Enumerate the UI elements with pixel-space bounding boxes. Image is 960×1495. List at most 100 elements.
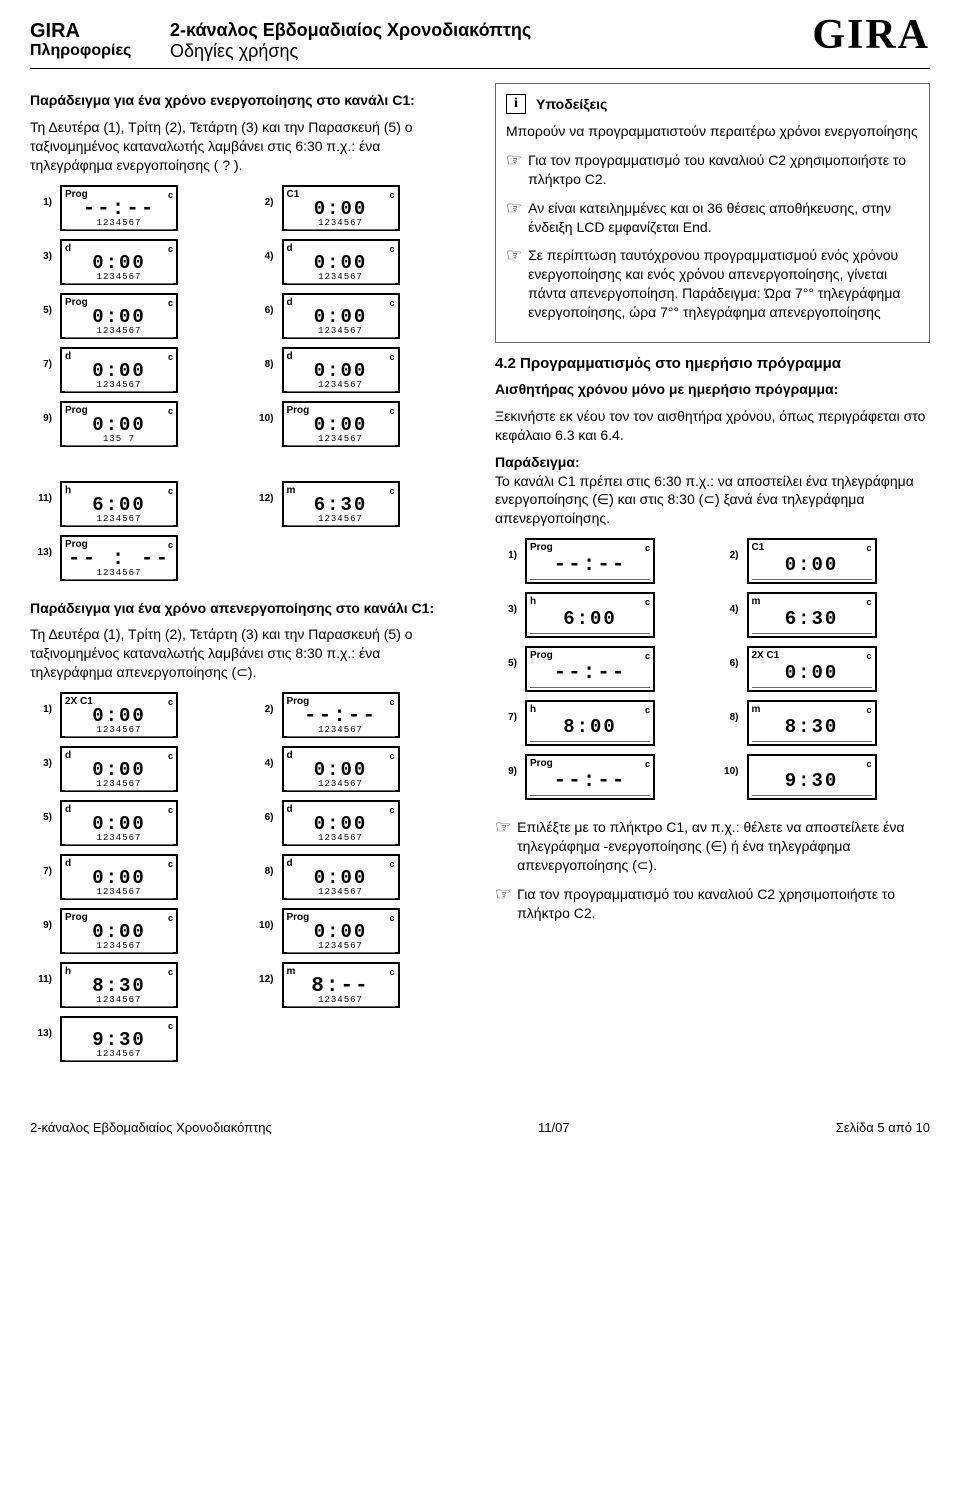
lcd-top-left: h (65, 967, 71, 977)
lcd-index-label: 11) (30, 481, 52, 527)
lcd-top-left: Prog (287, 406, 310, 416)
lcd-index-label: 4) (252, 239, 274, 285)
lcd-days: 1234567 (287, 273, 395, 284)
lcd-time: 0:00 (65, 869, 173, 888)
lcd-top-right: c (866, 759, 871, 769)
lcd-index-label: 5) (495, 646, 517, 692)
lcd-cell: dc0:001234567 (60, 239, 178, 285)
lcd-time: 6:00 (530, 610, 650, 629)
lcd-top-right: c (389, 298, 394, 308)
lcd-top-left: m (287, 486, 296, 496)
lcd-top-right: c (866, 543, 871, 553)
lcd-days: 1234567 (65, 780, 173, 791)
lcd-top-right: c (168, 805, 173, 815)
lcd-days: 1234567 (287, 942, 395, 953)
lcd-index-label: 2) (252, 692, 274, 738)
lcd-time: 0:00 (287, 254, 395, 273)
hand-icon: ☞ (495, 818, 511, 875)
lcd-days (752, 740, 872, 742)
lcd-days: 1234567 (287, 996, 395, 1007)
lcd-cell: dc0:001234567 (60, 347, 178, 393)
lcd-days: 1234567 (65, 327, 173, 338)
lcd-days: 1234567 (65, 834, 173, 845)
lcd-top-right: c (168, 859, 173, 869)
lcd-time: 0:00 (287, 362, 395, 381)
lcd-cell: 2X C1c0:001234567 (60, 692, 178, 738)
lcd-index-label: 1) (30, 185, 52, 231)
lcd-cell: dc0:001234567 (60, 800, 178, 846)
lcd-days: 1234567 (287, 219, 395, 230)
lcd-days (530, 794, 650, 796)
lcd-time: 0:00 (65, 815, 173, 834)
lcd-days: 1234567 (65, 381, 173, 392)
lcd-index-label: 7) (30, 347, 52, 393)
lcd-top-left: d (287, 352, 293, 362)
lcd-time: 0:00 (65, 761, 173, 780)
lcd-top-right: c (168, 967, 173, 977)
lcd-cell: dc0:001234567 (282, 800, 400, 846)
lcd-top-left: m (752, 597, 761, 607)
lcd-index-label: 10) (252, 401, 274, 447)
lcd-time: 0:00 (287, 815, 395, 834)
lcd-index-label: 6) (252, 293, 274, 339)
lcd-top-right: c (645, 651, 650, 661)
lcd-top-left: Prog (530, 759, 553, 769)
lcd-grid-c: 1)2X C1c0:0012345672)Progc--:--12345673)… (30, 692, 465, 1062)
lcd-top-left: d (65, 751, 71, 761)
lcd-time: 0:00 (287, 416, 395, 435)
lcd-index-label: 2) (252, 185, 274, 231)
lcd-top-left: m (752, 705, 761, 715)
lcd-index-label: 9) (495, 754, 517, 800)
lcd-index-label: 3) (495, 592, 517, 638)
hand-icon: ☞ (506, 199, 522, 237)
lcd-cell: dc0:001234567 (282, 347, 400, 393)
lcd-index-label: 3) (30, 746, 52, 792)
example2-body: Τη Δευτέρα (1), Τρίτη (2), Τετάρτη (3) κ… (30, 625, 465, 682)
lcd-top-right: c (168, 751, 173, 761)
lcd-grid-b: 11)hc6:00123456712)mc6:30123456713)Progc… (30, 481, 465, 581)
lcd-cell: c9:301234567 (60, 1016, 178, 1062)
example1-title: Παράδειγμα για ένα χρόνο ενεργοποίησης σ… (30, 91, 465, 110)
lcd-top-right: c (389, 352, 394, 362)
lcd-top-left: Prog (530, 543, 553, 553)
hand-note-4: ☞ Επιλέξτε με το πλήκτρο C1, αν π.χ.: θέ… (495, 818, 930, 875)
lcd-time: 8:30 (65, 977, 173, 996)
lcd-top-left: 2X C1 (65, 697, 93, 707)
section-4-2-title: 4.2 Προγραμματισμός στο ημερήσιο πρόγραμ… (495, 355, 930, 372)
lcd-time: 0:00 (287, 200, 395, 219)
lcd-time: 8:00 (530, 718, 650, 737)
lcd-cell: Progc0:00135 7 (60, 401, 178, 447)
lcd-index-label: 13) (30, 1016, 52, 1062)
lcd-index-label: 5) (30, 293, 52, 339)
lcd-index-label: 8) (252, 347, 274, 393)
lcd-cell: Progc0:001234567 (282, 401, 400, 447)
hand-icon: ☞ (506, 246, 522, 322)
lcd-cell: C1c0:001234567 (282, 185, 400, 231)
lcd-top-left: Prog (65, 298, 88, 308)
lcd-days: 1234567 (65, 726, 173, 737)
hand-text-2: Αν είναι κατειλημμένες και οι 36 θέσεις … (528, 199, 919, 237)
lcd-top-right: c (168, 1021, 173, 1031)
lcd-top-right: c (168, 244, 173, 254)
footer-center: 11/07 (538, 1120, 570, 1135)
lcd-top-left: d (287, 751, 293, 761)
lcd-cell: d c0:001234567 (60, 746, 178, 792)
lcd-time: 0:00 (65, 416, 173, 435)
left-column: Παράδειγμα για ένα χρόνο ενεργοποίησης σ… (30, 83, 465, 1080)
lcd-top-left: C1 (752, 543, 765, 553)
lcd-top-right: c (168, 486, 173, 496)
lcd-top-right: c (168, 190, 173, 200)
lcd-days: 1234567 (65, 888, 173, 899)
lcd-index-label: 10) (252, 908, 274, 954)
lcd-time: --:-- (530, 556, 650, 575)
lcd-days: 1234567 (65, 942, 173, 953)
lcd-top-right: c (389, 751, 394, 761)
gira-logo: GIRA (812, 14, 930, 56)
lcd-cell: mc8:30 (747, 700, 877, 746)
lcd-index-label: 3) (30, 239, 52, 285)
lcd-index-label: 6) (252, 800, 274, 846)
lcd-time: --:-- (65, 200, 173, 219)
lcd-days: 1234567 (65, 569, 173, 580)
page-footer: 2-κάναλος Εβδομαδιαίος Χρονοδιακόπτης 11… (30, 1120, 930, 1135)
lcd-index-label: 7) (495, 700, 517, 746)
